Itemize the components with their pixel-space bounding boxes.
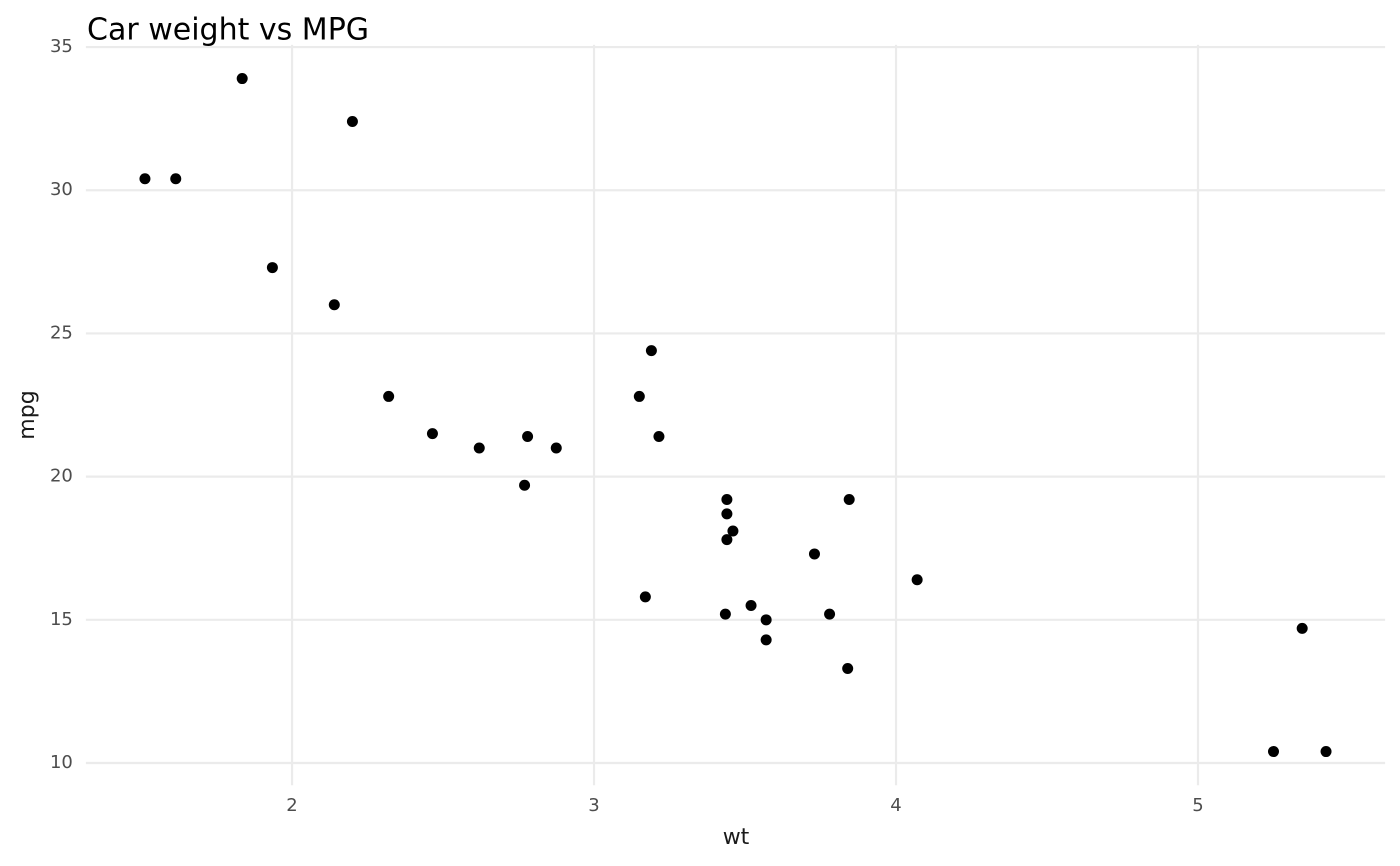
point: [1296, 622, 1308, 634]
x-tick-label: 3: [588, 795, 599, 816]
point: [645, 345, 657, 357]
point: [266, 262, 278, 274]
point: [170, 173, 182, 185]
chart-title: Car weight vs MPG: [87, 13, 369, 48]
point: [383, 390, 395, 402]
point: [745, 599, 757, 611]
point: [1267, 746, 1279, 758]
y-tick-label: 25: [50, 322, 73, 343]
point: [236, 73, 248, 85]
point: [721, 508, 733, 520]
point: [522, 431, 534, 443]
point: [328, 299, 340, 311]
point: [633, 390, 645, 402]
point: [653, 431, 665, 443]
point: [824, 608, 836, 620]
y-axis-title: mpg: [15, 390, 40, 439]
y-tick-label: 10: [50, 752, 73, 773]
point: [719, 608, 731, 620]
point: [760, 614, 772, 626]
point: [550, 442, 562, 454]
x-tick-label: 2: [286, 795, 297, 816]
point: [426, 428, 438, 440]
point: [760, 634, 772, 646]
x-tick-label: 4: [890, 795, 901, 816]
point: [346, 116, 358, 128]
point: [639, 591, 651, 603]
point: [473, 442, 485, 454]
point: [721, 534, 733, 546]
point: [139, 173, 151, 185]
point: [842, 662, 854, 674]
y-tick-label: 30: [50, 179, 73, 200]
point: [1320, 746, 1332, 758]
point: [721, 494, 733, 506]
x-axis-title: wt: [723, 825, 750, 850]
x-tick-label: 5: [1192, 795, 1203, 816]
point: [727, 525, 739, 537]
y-tick-label: 15: [50, 609, 73, 630]
point: [911, 574, 923, 586]
point: [519, 479, 531, 491]
y-tick-label: 20: [50, 466, 73, 487]
y-tick-label: 35: [50, 36, 73, 57]
point: [808, 548, 820, 560]
point: [843, 494, 855, 506]
